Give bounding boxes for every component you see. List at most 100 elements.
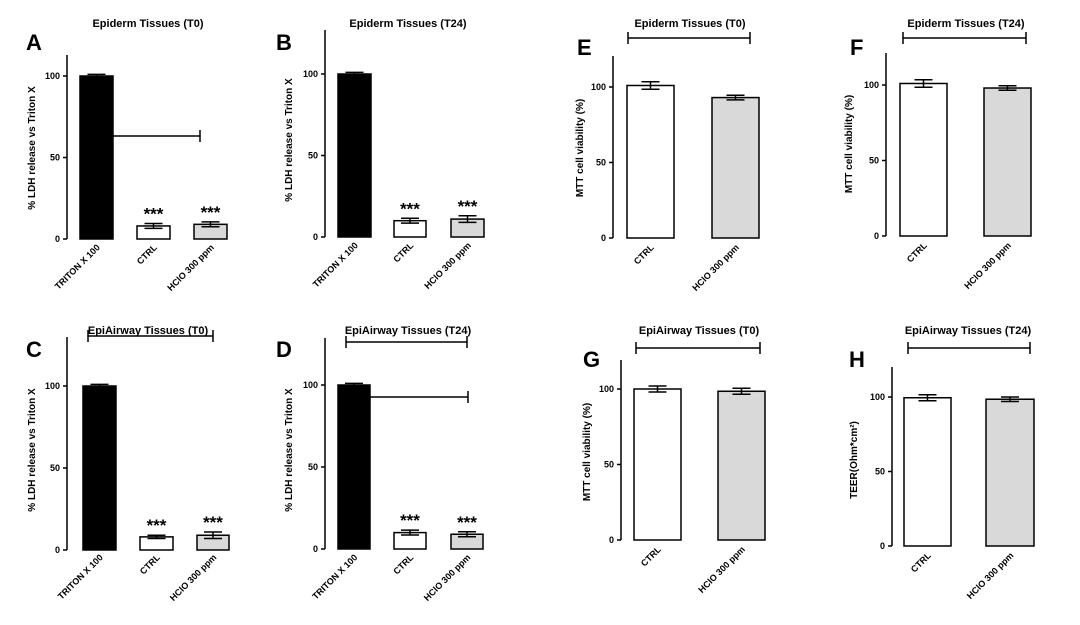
category-label: HClO 300 ppm [962,240,1013,291]
category-label: TRITON X 100 [53,242,102,291]
error-bar [998,85,1017,92]
error-bar [726,94,745,101]
y-tick-label: 0 [874,231,879,241]
error-bar [1001,396,1019,403]
y-axis-label: % LDH release vs Triton X [284,388,295,512]
chart-panel-d: D EpiAirway Tissues (T24) 0 50 100 % LDH rele… [276,325,484,603]
bar [82,385,117,551]
y-tick-label: 100 [870,392,885,402]
chart-title: EpiAirway Tissues (T0) [88,325,209,337]
panel-letter: H [849,347,865,372]
chart-title: Epiderm Tissues (T24) [907,18,1025,30]
y-tick-label: 50 [308,151,318,161]
y-tick-label: 100 [864,80,879,90]
chart-panel-e: E Epiderm Tissues (T0) 0 50 100 MTT cell viab… [575,18,760,293]
error-bar [401,217,419,224]
bar [903,396,952,547]
category-label: HClO 300 ppm [690,242,741,293]
y-tick-label: 50 [869,156,879,166]
y-tick-label: 50 [596,158,606,168]
significance-marker: *** [201,203,221,222]
bar [983,87,1032,237]
y-axis-label: MTT cell viability (%) [844,95,855,193]
y-tick-label: 100 [45,71,60,81]
error-bar [401,529,419,536]
significance-marker: *** [457,513,477,532]
y-tick-label: 0 [55,234,60,244]
error-bar [641,80,660,91]
category-label: CTRL [639,544,663,568]
category-label: HClO 300 ppm [165,242,216,293]
y-tick-label: 100 [591,82,606,92]
chart-title: Epiderm Tissues (T0) [92,18,203,30]
chart-panel-c: C EpiAirway Tissues (T0) 0 50 100 % LDH relea… [26,325,230,603]
y-tick-label: 0 [313,232,318,242]
y-axis-label: MTT cell viability (%) [575,99,586,197]
panel-letter: B [276,30,292,55]
category-label: CTRL [391,240,415,264]
y-tick-label: 0 [601,233,606,243]
y-tick-label: 0 [880,541,885,551]
bar [711,96,760,239]
y-tick-label: 100 [599,384,614,394]
category-label: CTRL [138,552,162,576]
error-bar [201,221,220,228]
error-bar [458,215,477,224]
category-label: HClO 300 ppm [168,552,219,603]
panel-letter: E [577,35,592,60]
significance-marker: *** [458,197,478,216]
category-label: HClO 300 ppm [422,240,473,291]
category-label: HClO 300 ppm [965,550,1016,601]
error-bar [918,394,937,402]
title-bracket [345,336,468,348]
bar [899,82,948,237]
error-bar [345,382,363,388]
error-bar [648,385,667,393]
y-axis-label: MTT cell viability (%) [582,403,593,501]
y-tick-label: 100 [303,380,318,390]
chart-panel-h: H EpiAirway Tissues (T24) 0 50 100 TEER(Ohm*c… [849,325,1035,601]
error-bar [147,534,166,540]
bar [633,388,682,541]
y-tick-label: 0 [313,544,318,554]
panel-letter: C [26,337,42,362]
title-bracket [635,342,761,354]
error-bar [345,71,364,77]
panel-letter: D [276,337,292,362]
category-label: CTRL [135,242,159,266]
category-label: CTRL [905,240,929,264]
bar [337,73,372,238]
panel-letter: G [583,347,600,372]
error-bar [914,78,933,89]
significance-marker: *** [147,516,167,535]
bar [626,84,675,239]
y-tick-label: 0 [609,535,614,545]
bar [985,398,1035,547]
chart-panel-b: B Epiderm Tissues (T24) 0 50 100 % LDH releas… [276,18,485,403]
chart-title: EpiAirway Tissues (T24) [345,325,472,337]
error-bar [144,222,163,230]
category-label: TRITON X 100 [311,240,360,289]
chart-panel-a: A Epiderm Tissues (T0) 0 50 100 % LDH release… [26,18,228,293]
bar [79,75,114,240]
category-label: CTRL [391,552,415,576]
error-bar [87,73,106,79]
bar [337,384,371,550]
y-tick-label: 50 [875,467,885,477]
title-bracket [907,342,1031,354]
y-tick-label: 50 [50,153,60,163]
panel-letter: F [850,35,863,60]
category-label: TRITON X 100 [310,552,359,601]
title-bracket [902,32,1027,44]
category-label: HClO 300 ppm [696,544,747,595]
chart-title: Epiderm Tissues (T0) [634,18,745,30]
category-label: CTRL [909,550,933,574]
category-label: HClO 300 ppm [422,552,473,603]
y-tick-label: 50 [50,463,60,473]
y-tick-label: 100 [45,381,60,391]
y-tick-label: 50 [604,460,614,470]
chart-title: EpiAirway Tissues (T24) [905,325,1032,337]
significance-marker: *** [203,513,223,532]
y-axis-label: TEER(Ohm*cm²) [849,421,860,499]
